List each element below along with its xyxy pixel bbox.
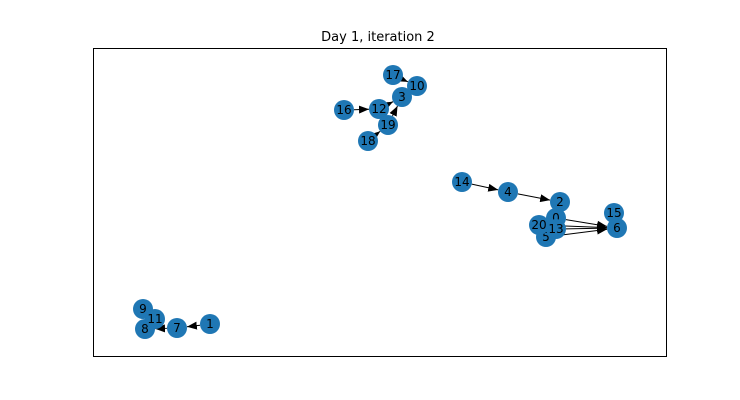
node-4: 4: [498, 182, 518, 202]
node-label: 5: [542, 230, 550, 244]
node-label: 20: [531, 218, 546, 232]
node-label: 11: [147, 312, 162, 326]
node-circle: [334, 100, 354, 120]
node-label: 14: [454, 175, 469, 189]
node-label: 0: [552, 211, 560, 225]
edge-5-6: [555, 226, 608, 237]
node-circle: [604, 203, 624, 223]
node-circle: [498, 182, 518, 202]
node-15: 15: [604, 203, 624, 223]
node-circle: [358, 131, 378, 151]
node-17: 17: [383, 65, 403, 85]
node-6: 6: [607, 218, 627, 238]
node-circle: [407, 76, 427, 96]
node-12: 12: [369, 99, 389, 119]
node-circle: [200, 314, 220, 334]
edge-12-3: [382, 101, 394, 110]
edge-1-7: [186, 321, 201, 330]
node-circle: [369, 99, 389, 119]
node-7: 7: [167, 318, 187, 338]
node-label: 18: [360, 134, 375, 148]
node-label: 13: [548, 222, 563, 236]
node-label: 16: [336, 103, 351, 117]
node-label: 2: [556, 195, 564, 209]
edge-4-2: [517, 193, 551, 203]
node-label: 6: [613, 221, 621, 235]
node-label: 15: [606, 206, 621, 220]
node-label: 3: [398, 90, 406, 104]
node-circle: [550, 192, 570, 212]
edge-19-3: [389, 105, 398, 117]
node-label: 10: [409, 79, 424, 93]
edge-18-19: [369, 130, 381, 141]
figure-title: Day 1, iteration 2: [321, 30, 435, 45]
node-circle: [546, 219, 566, 239]
node-13: 13: [546, 219, 566, 239]
node-circle: [145, 309, 165, 329]
node-circle: [383, 65, 403, 85]
node-label: 19: [380, 118, 395, 132]
node-circle: [607, 218, 627, 238]
node-circle: [529, 215, 549, 235]
edge-17-10: [397, 74, 409, 83]
node-circle: [452, 172, 472, 192]
node-label: 7: [173, 321, 181, 335]
node-label: 4: [504, 185, 512, 199]
node-circle: [378, 115, 398, 135]
node-label: 1: [206, 317, 214, 331]
node-11: 11: [145, 309, 165, 329]
node-1: 1: [200, 314, 220, 334]
axes-frame: [93, 48, 667, 357]
node-label: 8: [141, 322, 149, 336]
node-10: 10: [407, 76, 427, 96]
node-14: 14: [452, 172, 472, 192]
node-label: 17: [385, 68, 400, 82]
node-label: 12: [371, 102, 386, 116]
edge-13-6: [565, 224, 608, 233]
edge-14-4: [471, 183, 499, 192]
node-18: 18: [358, 131, 378, 151]
node-20: 20: [529, 215, 549, 235]
node-circle: [167, 318, 187, 338]
node-3: 3: [392, 87, 412, 107]
node-2: 2: [550, 192, 570, 212]
node-19: 19: [378, 115, 398, 135]
node-circle: [392, 87, 412, 107]
node-label: 9: [139, 302, 147, 316]
node-16: 16: [334, 100, 354, 120]
